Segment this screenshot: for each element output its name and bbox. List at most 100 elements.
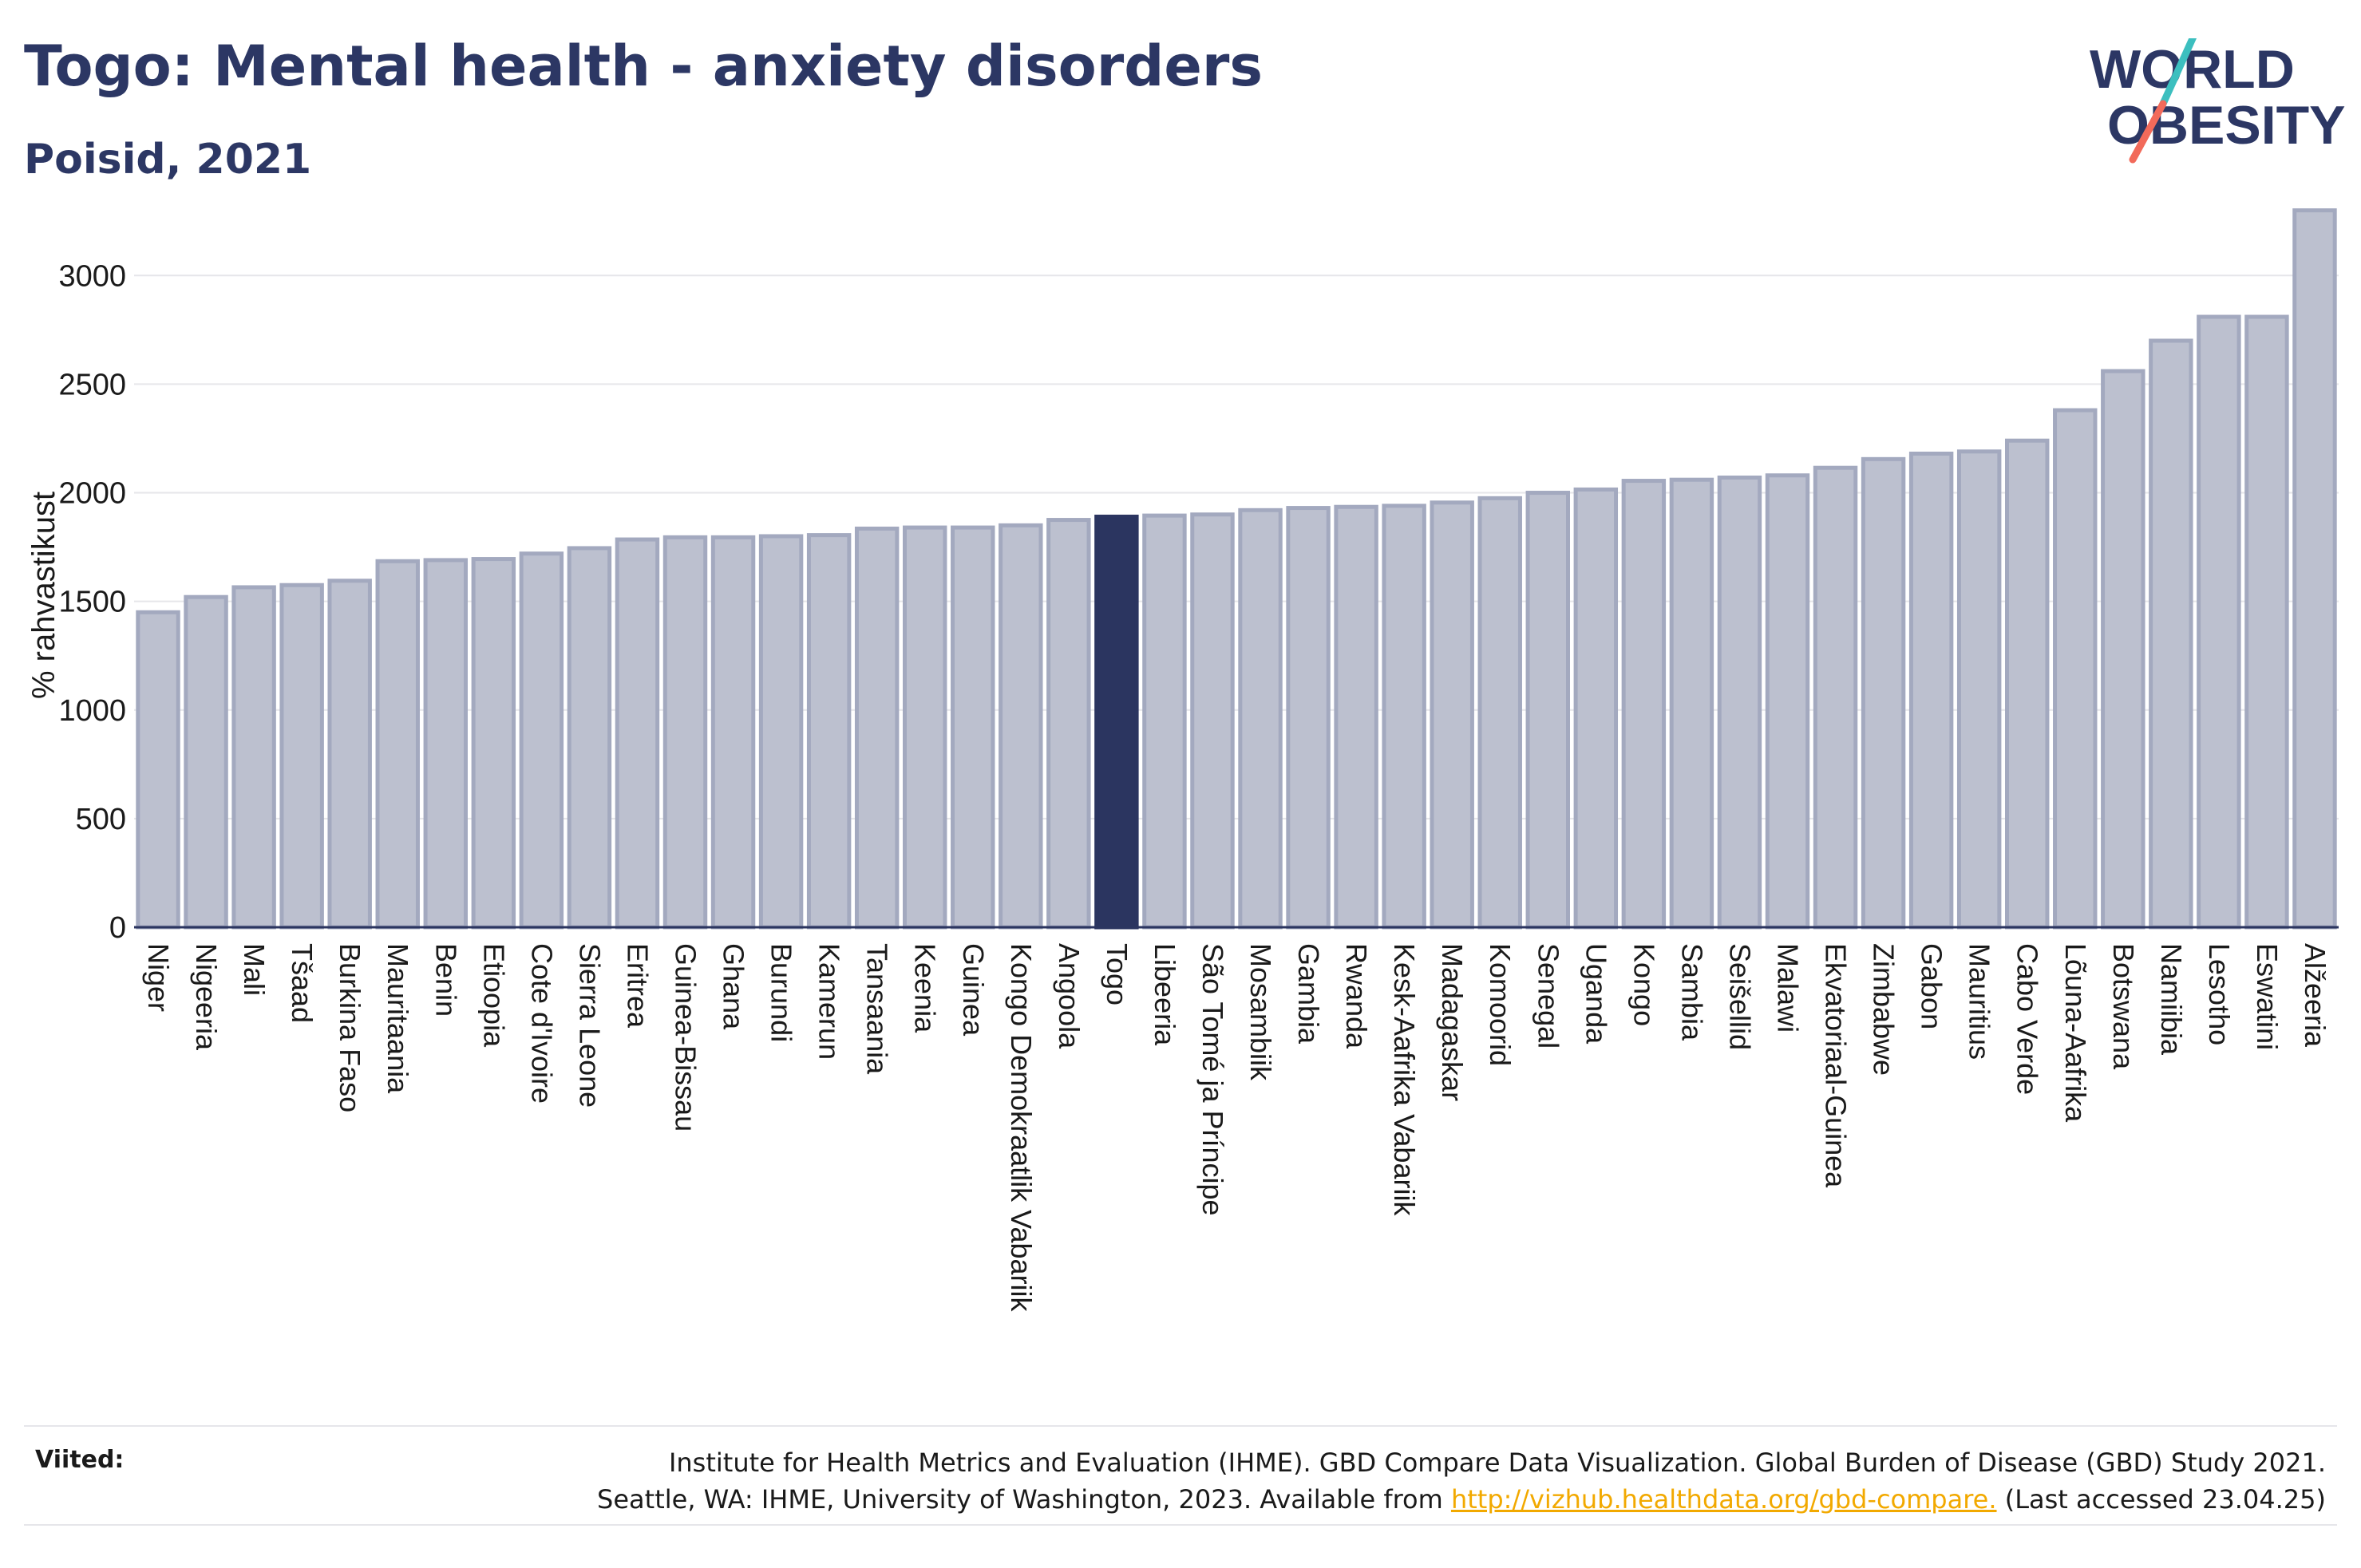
x-tick-label: Gambia <box>1292 943 1325 1045</box>
x-tick-label: Tansaania <box>861 943 894 1075</box>
bar <box>854 526 900 930</box>
bar <box>1813 465 1858 930</box>
x-tick-label: Madagaskar <box>1436 943 1469 1101</box>
bar <box>951 525 995 930</box>
bar <box>1669 477 1714 930</box>
bar <box>519 551 564 930</box>
x-tick-label: Ekvatoriaal-Guinea <box>1820 943 1853 1188</box>
x-tick-label: Sierra Leone <box>573 943 606 1108</box>
y-tick-label: 0 <box>109 911 126 945</box>
bar <box>1190 512 1235 930</box>
y-tick-label: 3000 <box>58 259 126 293</box>
logo-slash-teal <box>2159 38 2197 108</box>
x-tick-label: Lesotho <box>2203 943 2236 1045</box>
bar <box>758 534 804 930</box>
x-tick-label: Uganda <box>1580 943 1612 1045</box>
bar-chart: 0 500 1000 1500 2000 2500 3000 Niger Nigeeria Ma… <box>26 208 2339 1313</box>
x-tick-label: Kongo Demokraatlik Vabariik <box>1005 943 1038 1313</box>
y-axis-ticks: 0 500 1000 1500 2000 2500 3000 <box>58 259 126 945</box>
x-tick-label: Etioopia <box>477 943 510 1048</box>
bar <box>615 537 660 930</box>
bar <box>136 610 180 930</box>
bar <box>806 533 852 930</box>
footer-top-rule <box>24 1425 2337 1427</box>
y-axis-label: % rahvastikust <box>26 492 61 699</box>
x-tick-label: Nigeeria <box>190 943 223 1051</box>
x-tick-label: São Tomé ja Príncipe <box>1196 943 1229 1216</box>
bar <box>2149 338 2193 930</box>
y-tick-label: 1500 <box>58 586 126 619</box>
bar <box>1861 456 1906 930</box>
bar <box>1142 513 1187 930</box>
bar <box>1525 491 1571 930</box>
bar <box>902 525 947 930</box>
x-tick-label: Seišellid <box>1723 943 1756 1050</box>
y-tick-label: 2500 <box>58 368 126 401</box>
bar <box>710 535 756 930</box>
footer-bottom-rule <box>24 1524 2337 1526</box>
bar <box>1765 473 1810 930</box>
bar <box>1717 475 1762 930</box>
bar <box>231 585 276 930</box>
sources-line-2-post: (Last accessed 23.04.25) <box>1996 1484 2326 1515</box>
x-tick-label: Komoorid <box>1484 943 1517 1066</box>
bar <box>1573 487 1619 930</box>
x-tick-label: Mali <box>238 943 271 996</box>
bar-highlight <box>1094 514 1139 930</box>
chart-subtitle: Poisid, 2021 <box>24 136 312 184</box>
sources-link[interactable]: http://vizhub.healthdata.org/gbd-compare… <box>1450 1484 1997 1515</box>
bar <box>567 546 612 930</box>
x-tick-label: Mosambiik <box>1244 943 1277 1081</box>
bar <box>1430 500 1474 930</box>
sources-label: Viited: <box>35 1446 125 1474</box>
x-tick-label: Mauritaania <box>382 943 414 1094</box>
x-tick-label: Kesk-Aafrika Vabariik <box>1388 943 1421 1216</box>
bar <box>1382 504 1426 930</box>
bar <box>279 583 324 930</box>
logo-word-world: WORLD <box>2090 39 2295 100</box>
bar <box>2053 408 2098 930</box>
y-tick-label: 500 <box>76 803 126 836</box>
x-tick-label: Senegal <box>1532 943 1564 1049</box>
bar <box>1238 508 1283 930</box>
bar <box>423 558 469 930</box>
x-tick-label: Malawi <box>1772 943 1805 1033</box>
sources-line-2: Seattle, WA: IHME, University of Washing… <box>410 1481 2326 1518</box>
x-tick-label: Rwanda <box>1340 943 1373 1049</box>
x-tick-label: Cote d'Ivoire <box>525 943 558 1104</box>
sources-line-2-pre: Seattle, WA: IHME, University of Washing… <box>597 1484 1451 1515</box>
x-tick-label: Libeeria <box>1149 943 1181 1046</box>
x-tick-label: Botswana <box>2107 943 2140 1070</box>
x-tick-label: Namiibia <box>2155 943 2188 1056</box>
sources-citation: Institute for Health Metrics and Evaluat… <box>410 1444 2326 1518</box>
bar <box>2004 438 2050 930</box>
x-tick-label: Mauritius <box>1964 943 1996 1060</box>
bar <box>375 559 420 930</box>
x-tick-label: Zimbabwe <box>1868 943 1900 1076</box>
chart-title: Togo: Mental health - anxiety disorders <box>24 34 1264 99</box>
x-tick-label: Kamerun <box>813 943 846 1060</box>
bar <box>2292 208 2337 930</box>
bar <box>2197 314 2241 930</box>
x-tick-label: Gabon <box>1916 943 1948 1029</box>
x-tick-label: Togo <box>1101 943 1133 1005</box>
x-tick-label: Angoola <box>1053 943 1086 1049</box>
x-tick-label: Cabo Verde <box>2011 943 2044 1095</box>
bar <box>1477 496 1522 930</box>
x-axis-labels: Niger Nigeeria Mali Tšaad Burkina Faso Maurit… <box>142 943 2331 1313</box>
x-tick-label: Guinea <box>957 943 990 1037</box>
x-tick-label: Burkina Faso <box>334 943 366 1112</box>
logo-word-obesity: OBESITY <box>2107 95 2346 156</box>
bar <box>662 535 708 930</box>
x-tick-label: Kongo <box>1627 943 1660 1026</box>
bar <box>999 523 1043 930</box>
bar <box>1908 452 1954 930</box>
x-tick-label: Benin <box>429 943 462 1017</box>
x-tick-label: Burundi <box>765 943 798 1042</box>
x-tick-label: Eswatini <box>2251 943 2284 1050</box>
bar <box>1956 449 2002 930</box>
bar <box>471 557 516 930</box>
bars <box>136 208 2337 930</box>
y-tick-label: 2000 <box>58 477 126 511</box>
bar <box>327 579 372 930</box>
